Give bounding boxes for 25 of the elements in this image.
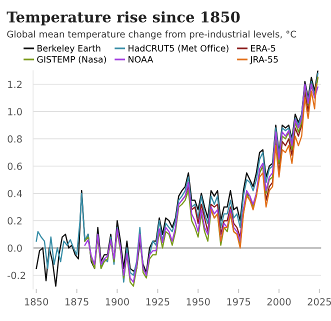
legend-label: GISTEMP (Nasa) <box>37 56 106 64</box>
x-tick-label: 1850 <box>25 298 48 306</box>
chart-title: Temperature rise since 1850 <box>6 11 240 26</box>
legend-label: ERA-5 <box>251 45 276 52</box>
y-tick-label: 0.8 <box>8 135 22 143</box>
legend-label: JRA-55 <box>250 56 278 64</box>
legend-label: NOAA <box>128 56 154 63</box>
y-tick-label: 1.2 <box>8 80 22 88</box>
y-tick-label: 0.2 <box>8 217 22 225</box>
y-tick-label: 1.0 <box>8 108 22 116</box>
y-tick-label: 0.4 <box>8 190 22 198</box>
x-tick-label: 1975 <box>227 298 250 306</box>
legend-label: HadCRUT5 (Met Office) <box>128 44 228 53</box>
x-tick-label: 1925 <box>146 298 170 306</box>
x-tick-label: 1875 <box>65 298 88 306</box>
line-series <box>210 84 317 249</box>
y-tick-label: 0.6 <box>8 162 22 170</box>
x-tick-label: 1900 <box>106 298 129 306</box>
x-tick-label: 2000 <box>267 298 291 306</box>
chart-subtitle: Global mean temperature change from pre-industrial levels, °C <box>7 30 296 40</box>
x-tick-label: 1950 <box>186 298 210 306</box>
x-tick-label: 2025 <box>308 298 331 306</box>
y-tick-label: -0.2 <box>8 272 26 280</box>
y-tick-label: 0.0 <box>8 244 22 252</box>
legend-label: Berkeley Earth <box>38 44 100 54</box>
